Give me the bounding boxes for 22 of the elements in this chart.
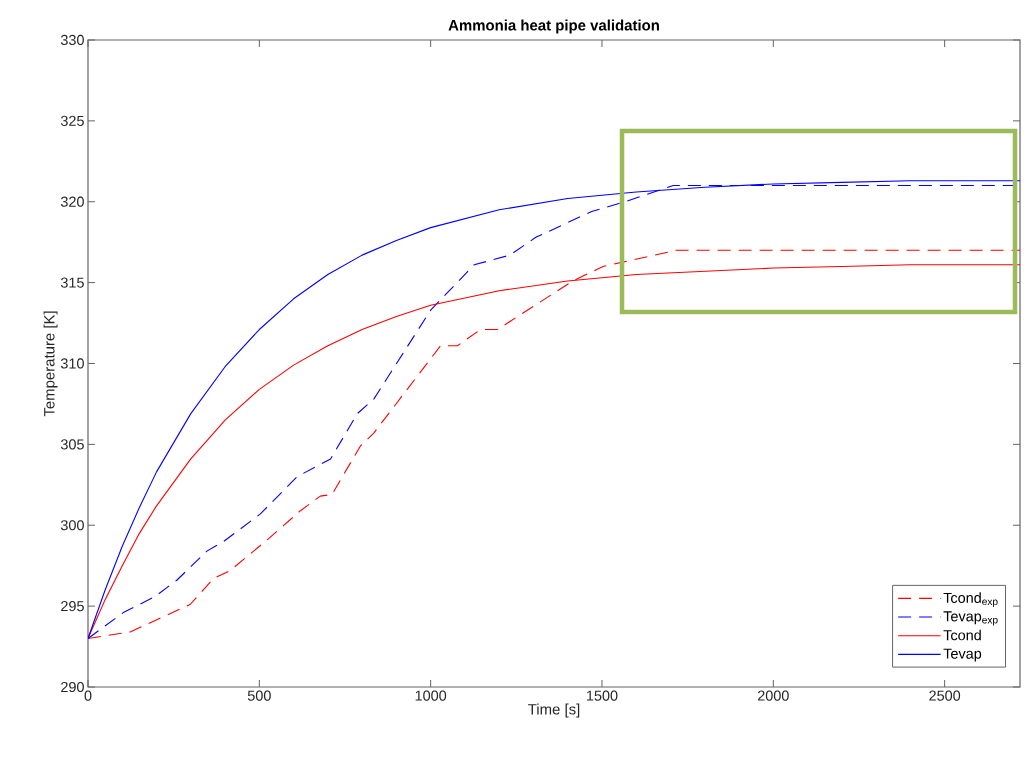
y-tick-label: 320 bbox=[60, 196, 84, 207]
x-tick-label: 2500 bbox=[929, 690, 961, 701]
x-tick-label: 2000 bbox=[757, 690, 789, 701]
x-tick-label: 500 bbox=[247, 690, 271, 701]
y-tick-label: 310 bbox=[60, 358, 84, 369]
y-tick-label: 300 bbox=[60, 520, 84, 531]
legend-label: Tcond bbox=[943, 629, 981, 641]
y-tick-label: 330 bbox=[60, 34, 84, 46]
legend-label: Tevap$_{exp}$ bbox=[943, 611, 998, 626]
x-tick-label: 1000 bbox=[415, 690, 447, 701]
chart-title: Ammonia heat pipe validation bbox=[448, 19, 659, 34]
x-axis-title: Time [s] bbox=[528, 703, 580, 718]
legend-label: Tcond$_{exp}$ bbox=[943, 592, 998, 608]
x-tick-label: 1500 bbox=[587, 690, 618, 701]
x-tick-label: 0 bbox=[84, 690, 92, 701]
legend-label: Tevap bbox=[943, 648, 982, 662]
y-tick-label: 325 bbox=[60, 115, 84, 126]
y-tick-label: 315 bbox=[60, 277, 84, 288]
y-tick-label: 295 bbox=[61, 601, 84, 612]
y-tick-label: 305 bbox=[60, 439, 84, 450]
y-tick-label: 290 bbox=[61, 681, 84, 693]
y-axis-title: Temperature [K] bbox=[43, 311, 58, 417]
